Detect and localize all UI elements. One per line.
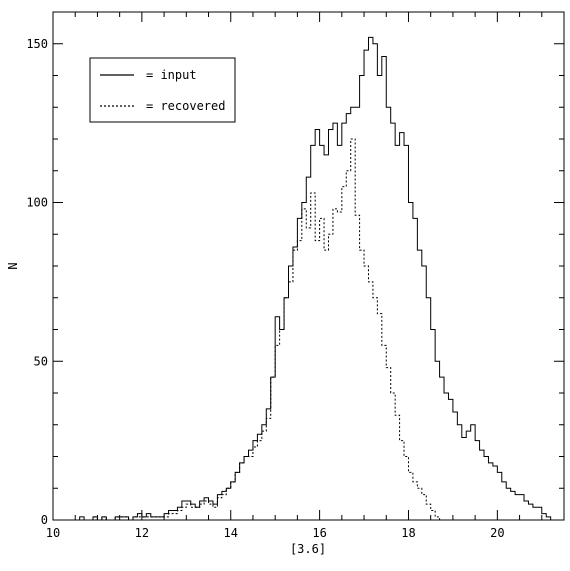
x-tick-label: 10 bbox=[46, 526, 60, 540]
series-recovered-line bbox=[53, 138, 556, 521]
plot-frame bbox=[52, 11, 565, 521]
legend: = input = recovered bbox=[89, 57, 236, 123]
legend-box bbox=[89, 57, 236, 123]
series-input-line bbox=[53, 36, 556, 521]
axis-tick-labels: 10 12 14 16 18 20 0 50 100 150 bbox=[26, 37, 504, 540]
x-tick-label: 12 bbox=[135, 526, 149, 540]
y-axis-title: N bbox=[6, 262, 20, 269]
y-tick-label: 50 bbox=[34, 354, 48, 368]
axis-ticks bbox=[52, 11, 565, 521]
x-tick-label: 18 bbox=[401, 526, 415, 540]
series-layer bbox=[53, 36, 556, 521]
legend-label-recovered: = recovered bbox=[146, 99, 225, 113]
x-axis-title: [3.6] bbox=[290, 542, 326, 556]
x-tick-label: 20 bbox=[490, 526, 504, 540]
legend-label-input: = input bbox=[146, 68, 197, 82]
y-tick-label: 100 bbox=[26, 196, 48, 210]
y-tick-label: 150 bbox=[26, 37, 48, 51]
y-tick-label: 0 bbox=[41, 513, 48, 527]
x-tick-label: 16 bbox=[312, 526, 326, 540]
x-tick-label: 14 bbox=[224, 526, 238, 540]
